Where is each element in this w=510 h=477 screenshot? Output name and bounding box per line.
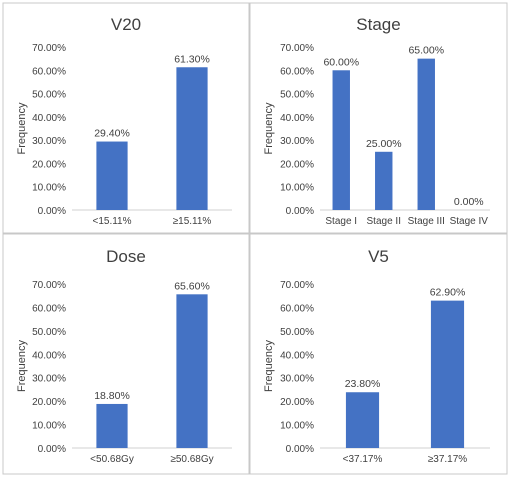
y-tick-label: 10.00% (32, 183, 66, 194)
x-tick-label: <15.11% (92, 216, 131, 227)
chart-title: V5 (368, 247, 389, 266)
y-tick-label: 40.00% (32, 113, 66, 124)
y-tick-label: 70.00% (32, 280, 66, 291)
y-tick-label: 20.00% (32, 159, 66, 170)
y-tick-label: 50.00% (280, 90, 314, 101)
bar (430, 300, 465, 448)
y-tick-label: 50.00% (32, 90, 66, 101)
bar-value-label: 65.60% (174, 280, 210, 292)
y-tick-label: 20.00% (280, 159, 314, 170)
chart-title: Dose (106, 247, 146, 266)
y-tick-label: 40.00% (280, 113, 314, 124)
y-tick-label: 70.00% (280, 43, 314, 54)
y-tick-label: 20.00% (280, 397, 314, 408)
x-tick-label: <37.17% (343, 454, 383, 465)
x-tick-label: ≥15.11% (173, 216, 212, 227)
bar (417, 58, 435, 211)
bar-value-label: 60.00% (323, 56, 359, 68)
x-tick-label: <50.68Gy (90, 454, 134, 465)
bar-value-label: 65.00% (408, 45, 444, 57)
chart-panel-4: V5 Frequency 0.00% 10.00% 20.00% 30.00% 40.00%… (249, 233, 508, 475)
y-tick-label: 40.00% (280, 350, 314, 361)
bar-value-label: 23.80% (345, 378, 381, 390)
x-tick-label: Stage I (325, 216, 357, 227)
y-tick-label: 0.00% (38, 206, 66, 217)
bar (332, 70, 350, 211)
bar (176, 67, 208, 210)
y-tick-label: 60.00% (280, 66, 314, 77)
y-tick-label: 70.00% (280, 280, 314, 291)
bar-value-label: 29.40% (94, 128, 130, 140)
chart-panel-1: V20 Frequency 0.00% 10.00% 20.00% 30.00% 40.00… (2, 2, 250, 234)
bar (96, 403, 128, 448)
y-tick-label: 40.00% (32, 350, 66, 361)
bar (96, 141, 128, 210)
y-tick-label: 30.00% (32, 374, 66, 385)
x-tick-label: ≥50.68Gy (170, 454, 213, 465)
bar-value-label: 0.00% (454, 196, 484, 208)
y-tick-label: 30.00% (280, 374, 314, 385)
y-tick-label: 10.00% (32, 421, 66, 432)
y-tick-label: 20.00% (32, 397, 66, 408)
bar-value-label: 62.90% (430, 287, 466, 299)
y-tick-label: 0.00% (286, 206, 314, 217)
y-axis-label: Frequency (16, 340, 28, 392)
y-tick-label: 70.00% (32, 43, 66, 54)
x-tick-label: Stage II (367, 216, 401, 227)
y-tick-label: 60.00% (280, 303, 314, 314)
chart-panel-3: Dose Frequency 0.00% 10.00% 20.00% 30.00% 40.0… (2, 233, 250, 475)
y-tick-label: 10.00% (280, 183, 314, 194)
y-axis-label: Frequency (16, 102, 28, 154)
y-axis-label: Frequency (263, 102, 275, 154)
x-tick-label: Stage III (408, 216, 445, 227)
chart-title: V20 (111, 15, 141, 34)
y-tick-label: 60.00% (32, 303, 66, 314)
chart-title: Stage (356, 15, 400, 34)
y-tick-label: 60.00% (32, 66, 66, 77)
y-tick-label: 0.00% (38, 444, 66, 455)
bar (176, 294, 208, 448)
y-axis-label: Frequency (263, 340, 275, 392)
bar-value-label: 61.30% (174, 53, 210, 65)
y-tick-label: 0.00% (286, 444, 314, 455)
y-tick-label: 30.00% (280, 136, 314, 147)
bar (375, 151, 393, 210)
y-tick-label: 50.00% (280, 327, 314, 338)
x-tick-label: ≥37.17% (428, 454, 468, 465)
y-tick-label: 10.00% (280, 421, 314, 432)
bar-value-label: 18.80% (94, 390, 130, 402)
bar (345, 392, 380, 448)
x-tick-label: Stage IV (450, 216, 489, 227)
chart-panel-2: Stage Frequency 0.00% 10.00% 20.00% 30.00% 40.… (249, 2, 508, 234)
y-tick-label: 30.00% (32, 136, 66, 147)
bar-value-label: 25.00% (366, 138, 402, 150)
y-tick-label: 50.00% (32, 327, 66, 338)
